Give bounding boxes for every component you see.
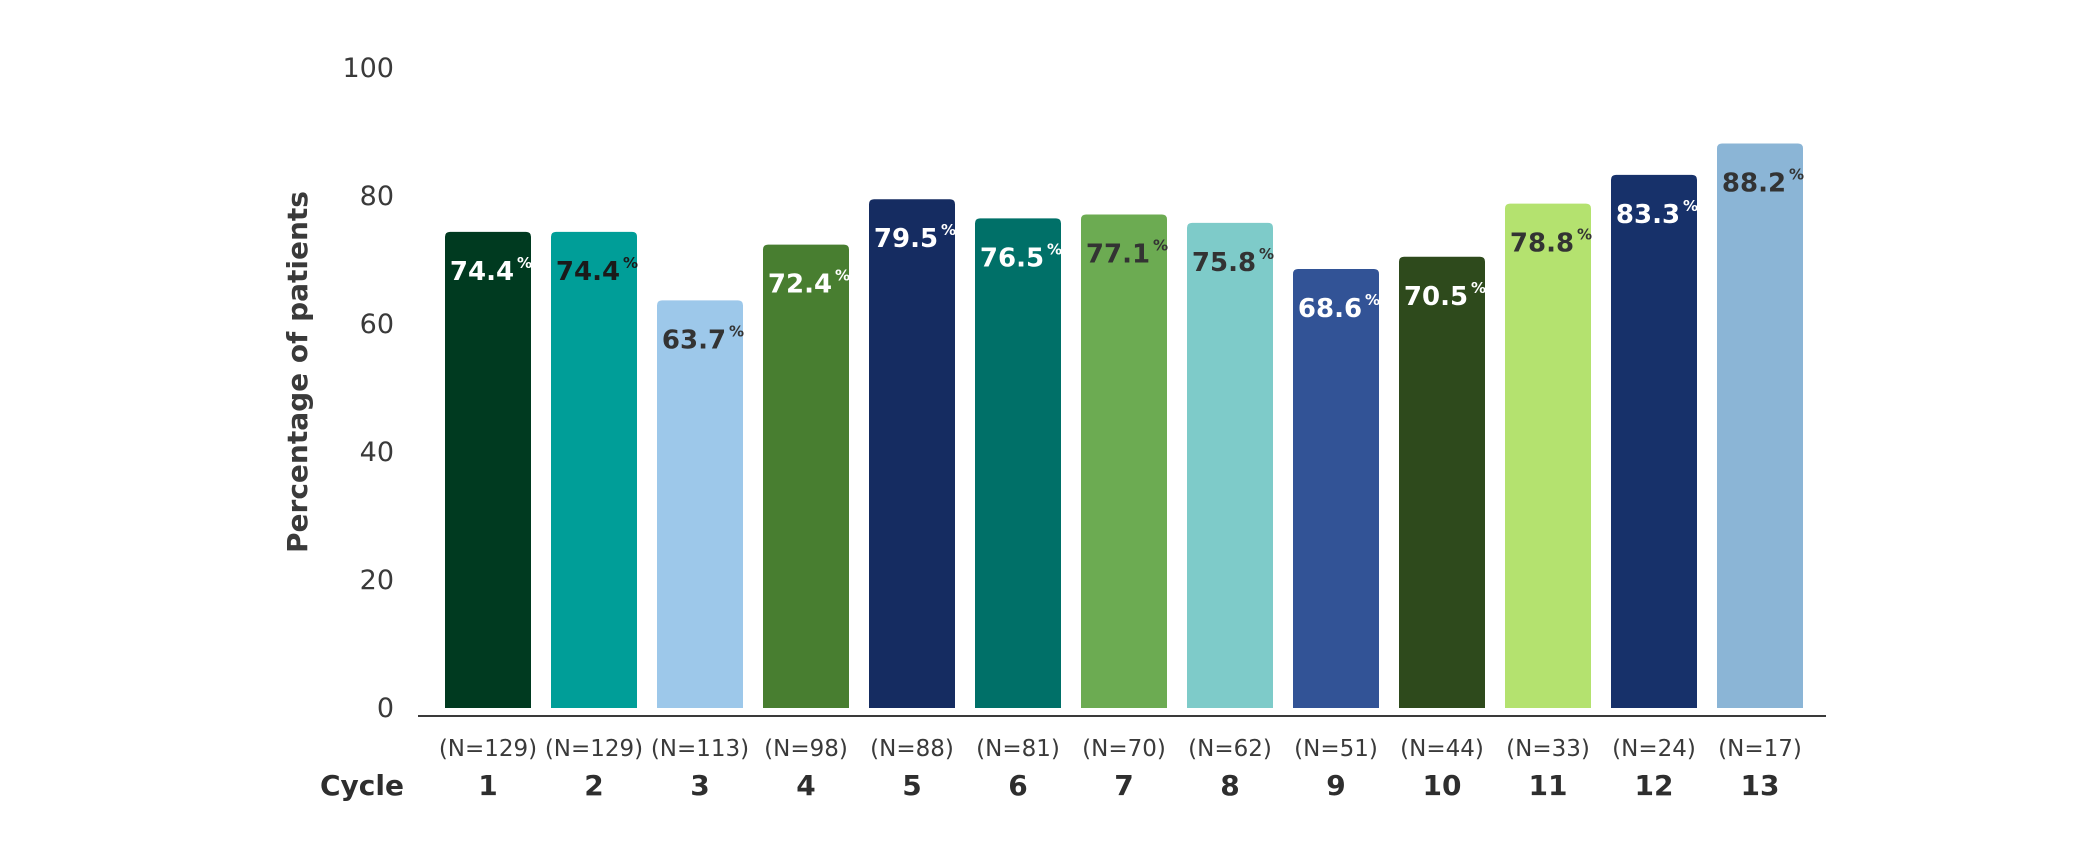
- value-label: 74.4: [556, 257, 620, 287]
- y-tick-label: 100: [342, 53, 394, 84]
- sample-size-label: (N=24): [1612, 736, 1696, 762]
- cycle-tick-label: 6: [1008, 769, 1027, 802]
- value-percent-sign: %: [1365, 291, 1380, 309]
- bar-cycle-2: [551, 231, 637, 708]
- y-axis-label: Percentage of patients: [281, 191, 314, 553]
- sample-size-label: (N=33): [1506, 736, 1590, 762]
- y-tick-label: 40: [360, 437, 394, 468]
- cycle-tick-label: 11: [1529, 769, 1568, 802]
- bar-cycle-9: [1293, 268, 1379, 708]
- value-label: 68.6: [1298, 294, 1362, 324]
- bar-cycle-7: [1081, 214, 1167, 708]
- sample-size-label: (N=70): [1082, 736, 1166, 762]
- cycle-tick-label: 7: [1114, 769, 1133, 802]
- cycle-tick-label: 13: [1741, 769, 1780, 802]
- cycle-tick-label: 1: [478, 769, 497, 802]
- bar-cycle-6: [975, 218, 1061, 708]
- sample-size-label: (N=98): [764, 736, 848, 762]
- value-label: 88.2: [1722, 169, 1786, 199]
- bars: [445, 143, 1803, 708]
- value-percent-sign: %: [1153, 237, 1168, 255]
- cycle-tick-label: 5: [902, 769, 921, 802]
- value-labels: 74.4% 74.4 %63.7 %72.4 %79.5 %76.5% 77.1 %75.8%…: [450, 166, 1804, 356]
- bar-cycle-8: [1187, 222, 1273, 708]
- x-axis-label: Cycle: [320, 769, 404, 802]
- bar-cycle-10: [1399, 256, 1485, 708]
- sample-size-label: (N=17): [1718, 736, 1802, 762]
- value-percent-sign: %: [729, 322, 744, 340]
- value-percent-sign: %: [941, 221, 956, 239]
- value-percent-sign: %: [1047, 240, 1062, 258]
- bar-cycle-4: [763, 244, 849, 708]
- value-percent-sign: %: [1789, 166, 1804, 184]
- bar-cycle-12: [1611, 174, 1697, 708]
- value-label: 77.1: [1086, 240, 1150, 270]
- value-percent-sign: %: [1259, 245, 1274, 263]
- value-percent-sign: %: [1683, 197, 1698, 215]
- value-percent-sign: %: [623, 254, 638, 272]
- y-axis-ticks: 0 20 40 60 80 100: [342, 53, 394, 724]
- cycle-tick-label: 8: [1220, 769, 1239, 802]
- y-tick-label: 20: [360, 565, 394, 596]
- cycle-tick-label: 12: [1635, 769, 1674, 802]
- bar-cycle-1: [445, 231, 531, 708]
- bar-cycle-11: [1505, 203, 1591, 708]
- y-tick-label: 80: [360, 181, 394, 212]
- sample-size-label: (N=62): [1188, 736, 1272, 762]
- value-label: 76.5: [980, 243, 1044, 273]
- cycle-tick-label: 4: [796, 769, 815, 802]
- sample-size-label: (N=51): [1294, 736, 1378, 762]
- value-label: 75.8: [1192, 248, 1256, 278]
- value-label: 74.4: [450, 257, 514, 287]
- value-label: 70.5: [1404, 282, 1468, 312]
- value-label: 63.7: [662, 325, 726, 355]
- cycle-tick-label: 3: [690, 769, 709, 802]
- value-percent-sign: %: [835, 267, 850, 285]
- value-label: 78.8: [1510, 229, 1574, 259]
- sample-size-label: (N=88): [870, 736, 954, 762]
- sample-size-label: (N=113): [651, 736, 749, 762]
- sample-size-label: (N=129): [439, 736, 537, 762]
- sample-size-labels: (N=129) (N=129) (N=113) (N=98) (N=88) (N=81) (…: [439, 736, 1802, 762]
- value-label: 79.5: [874, 224, 938, 254]
- sample-size-label: (N=129): [545, 736, 643, 762]
- y-tick-label: 60: [360, 309, 394, 340]
- bar-cycle-5: [869, 199, 955, 708]
- value-percent-sign: %: [1471, 279, 1486, 297]
- cycle-tick-label: 10: [1423, 769, 1462, 802]
- cycle-labels: 1 2 3 4 5 6 7 8 9 10 11 12 13: [478, 769, 1779, 802]
- cycle-tick-label: 9: [1326, 769, 1345, 802]
- value-label: 83.3: [1616, 200, 1680, 230]
- sample-size-label: (N=81): [976, 736, 1060, 762]
- value-percent-sign: %: [517, 254, 532, 272]
- bar-cycle-3: [657, 300, 743, 708]
- value-percent-sign: %: [1577, 226, 1592, 244]
- sample-size-label: (N=44): [1400, 736, 1484, 762]
- value-label: 72.4: [768, 270, 832, 300]
- cycle-tick-label: 2: [584, 769, 603, 802]
- y-tick-label: 0: [377, 693, 394, 724]
- bar-cycle-13: [1717, 143, 1803, 708]
